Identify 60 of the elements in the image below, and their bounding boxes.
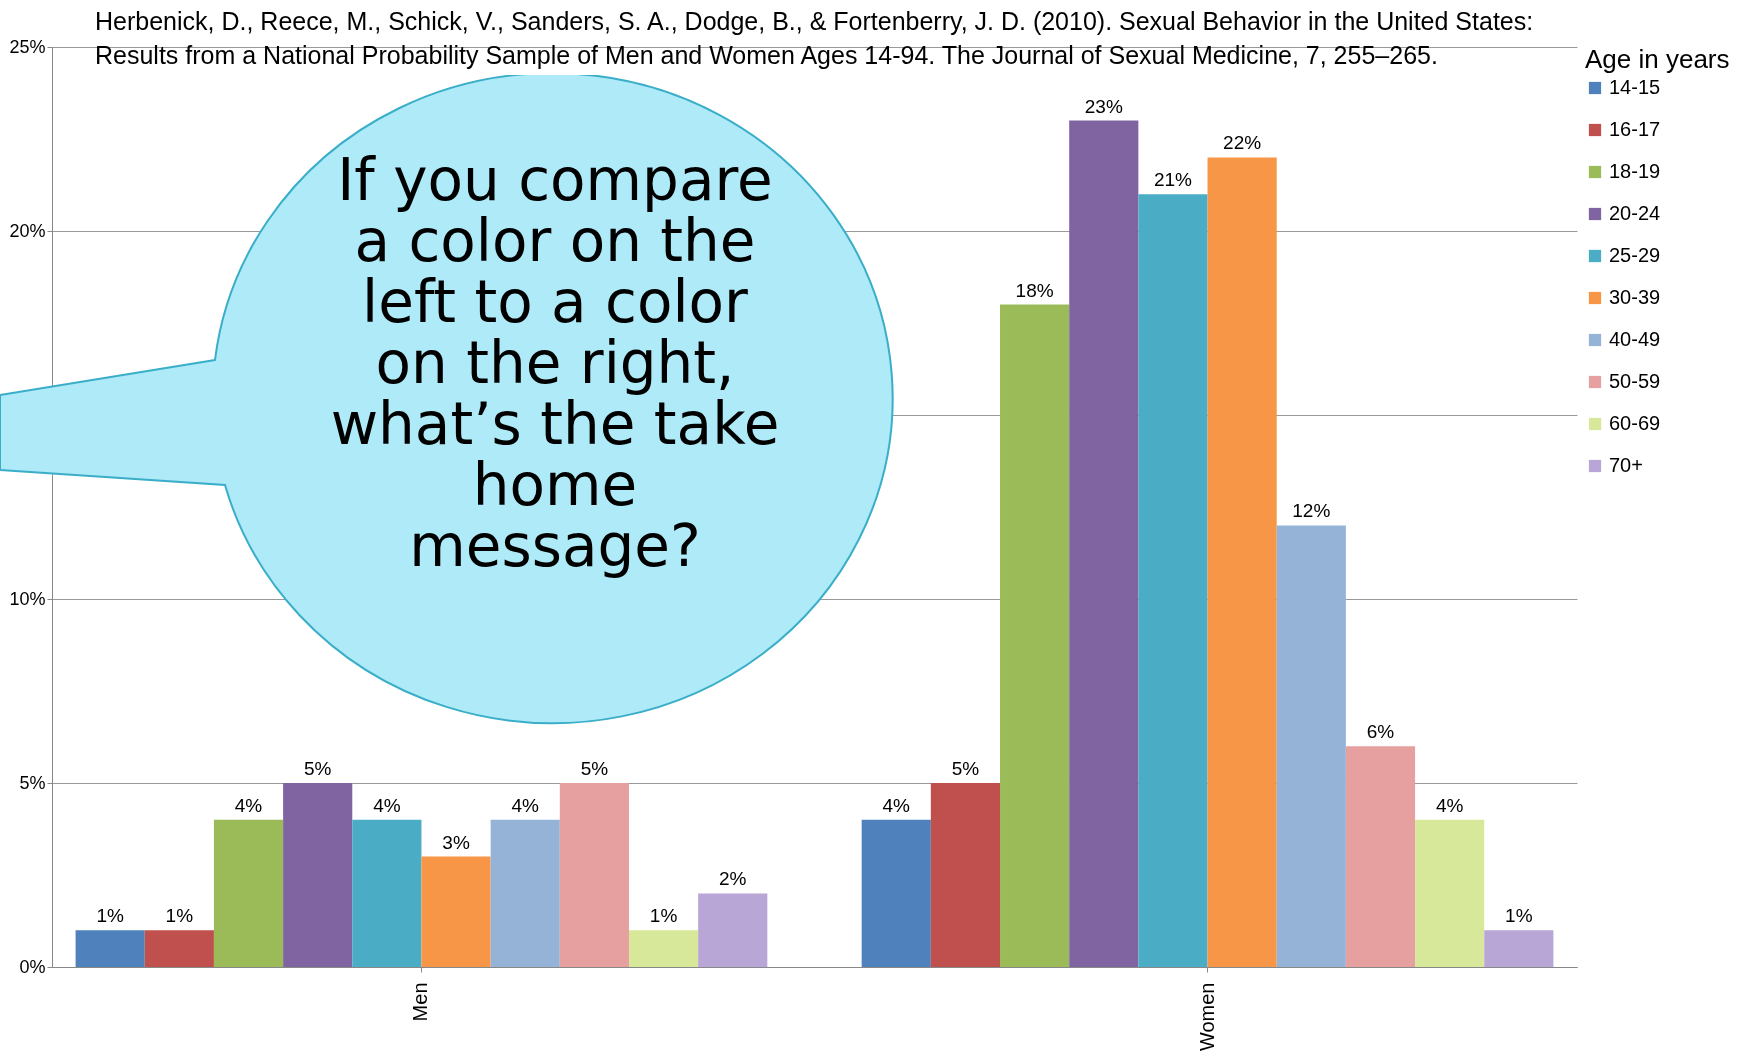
data-label: 12% <box>1292 500 1331 522</box>
legend-title: Age in years <box>1585 44 1730 74</box>
legend-label: 20-24 <box>1609 202 1661 224</box>
bar <box>628 930 699 967</box>
legend-label: 14-15 <box>1609 76 1661 98</box>
data-label: 5% <box>951 758 980 779</box>
bar <box>1138 194 1208 967</box>
data-label: 1% <box>165 905 194 927</box>
bar <box>930 783 1001 967</box>
bar <box>1415 819 1485 967</box>
data-label: 1% <box>96 905 124 927</box>
bar <box>1276 525 1346 967</box>
bar <box>213 819 284 967</box>
bar <box>1207 157 1277 967</box>
y-tick-label: 5% <box>19 772 46 793</box>
legend-label: 60-69 <box>1609 412 1661 434</box>
bar <box>490 819 560 967</box>
legend-label: 30-39 <box>1609 286 1661 308</box>
legend-label: 70+ <box>1609 454 1643 476</box>
bar <box>1069 120 1139 967</box>
bar <box>421 856 491 967</box>
data-label: 21% <box>1153 169 1193 191</box>
y-tick-label: 25% <box>9 36 46 57</box>
data-label: 4% <box>234 794 263 816</box>
y-tick-label: 0% <box>19 956 46 977</box>
x-tick-label: Men <box>409 982 432 1022</box>
bar <box>144 930 214 967</box>
x-tick-label: Women <box>1195 982 1218 1052</box>
legend-label: 18-19 <box>1609 160 1661 182</box>
bar <box>1000 304 1070 967</box>
bar <box>1484 930 1554 967</box>
data-label: 5% <box>303 758 332 779</box>
y-tick-label: 10% <box>9 588 46 609</box>
data-label: 1% <box>649 905 678 927</box>
annotation: Herbenick, D., Reece, M., Schick, V., Sanders, S. A., Dodge, B., & Fortenberry, J. D. (2010). Sexual Behavior in the United States: Results from a National Probability Sample of Men and Women Ages 14-94. The Journal of Sexual Medicine, 7, 255–265. <box>95 7 1534 69</box>
data-label: 3% <box>442 831 470 853</box>
legend-label: 25-29 <box>1609 244 1661 266</box>
bar <box>75 930 145 967</box>
data-label: 1% <box>1505 905 1533 927</box>
data-label: 4% <box>1435 794 1464 816</box>
data-label: 4% <box>882 794 911 816</box>
annotation: If you compare a color on the left to a color on the right, what’s the take home message? <box>330 146 780 580</box>
data-label: 4% <box>511 794 540 816</box>
data-label: 18% <box>1015 279 1054 301</box>
bar <box>283 783 353 967</box>
data-label: 5% <box>580 758 609 779</box>
data-label: 4% <box>373 794 401 816</box>
y-tick-label: 20% <box>9 220 46 241</box>
legend-label: 40-49 <box>1609 328 1661 350</box>
legend-label: 16-17 <box>1609 118 1661 140</box>
bar <box>698 893 768 967</box>
data-label: 22% <box>1223 132 1262 154</box>
bar <box>861 819 931 967</box>
legend-label: 50-59 <box>1609 370 1661 392</box>
bar <box>1345 746 1416 967</box>
data-label: 23% <box>1084 95 1123 117</box>
data-label: 2% <box>719 868 747 890</box>
bar <box>559 783 629 967</box>
data-label: 6% <box>1366 721 1395 743</box>
bar <box>352 819 422 967</box>
